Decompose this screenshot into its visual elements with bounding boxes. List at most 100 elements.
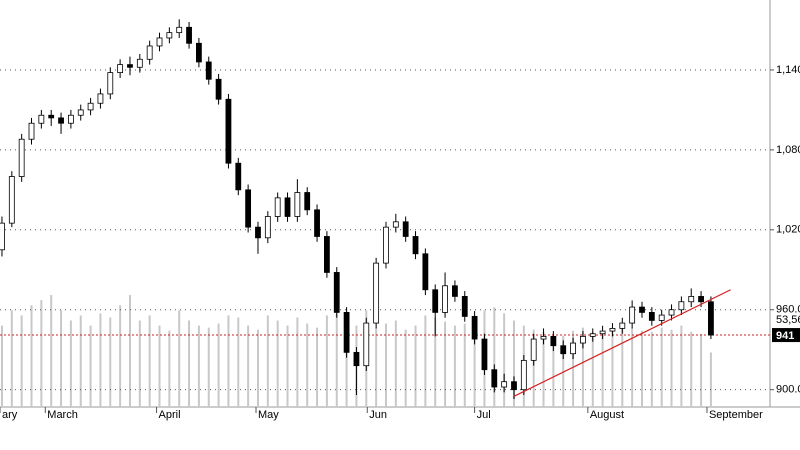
candle-body	[176, 26, 183, 34]
candle-body	[442, 285, 448, 313]
x-tick-label: March	[47, 409, 78, 421]
volume-bar	[256, 329, 259, 407]
volume-bar	[621, 325, 624, 407]
volume-bar	[207, 327, 210, 407]
candle-body	[294, 192, 301, 217]
candle-body	[452, 285, 458, 297]
candle-body	[678, 301, 685, 311]
candle-body	[422, 253, 429, 291]
candle-body	[324, 236, 330, 273]
volume-bar	[650, 331, 653, 407]
candle-body	[28, 122, 35, 140]
volume-bar	[640, 330, 643, 407]
candle-body	[570, 342, 576, 355]
volume-bar	[138, 320, 141, 407]
candle-body	[8, 176, 15, 224]
candle-body	[77, 109, 84, 116]
candle-body	[599, 330, 606, 335]
y-tick-label: 900.0	[776, 384, 800, 396]
candle-body	[402, 221, 409, 237]
volume-bar	[158, 325, 161, 407]
candle-body	[511, 381, 517, 391]
trendline	[513, 289, 731, 397]
candle-body	[304, 192, 311, 211]
candle-body	[698, 296, 704, 303]
volume-bar	[10, 310, 13, 407]
candle-body	[284, 197, 291, 217]
volume-bar	[148, 315, 151, 407]
volume-bar	[168, 330, 171, 407]
volume-bar	[453, 325, 456, 407]
candle-body	[373, 262, 380, 324]
candle-body	[314, 209, 320, 237]
candle-body	[461, 296, 468, 317]
x-tick-label: April	[159, 409, 181, 421]
volume-bar	[296, 317, 299, 407]
x-tick-label: ary	[2, 409, 18, 421]
candle-body	[255, 226, 261, 239]
last-price-label: 941	[776, 330, 794, 342]
volume-bar	[552, 333, 555, 407]
y-tick-label: 1,020	[776, 224, 800, 236]
candle-body	[560, 345, 567, 355]
candle-body	[353, 351, 360, 367]
volume-bar	[404, 329, 407, 407]
candle-body	[18, 138, 25, 177]
candle-body	[589, 333, 596, 337]
candle-body	[383, 226, 389, 264]
candle-body	[166, 32, 173, 39]
candle-body	[363, 322, 370, 367]
candle-body	[520, 359, 527, 391]
x-tick-label: September	[709, 409, 763, 421]
volume-bar	[611, 329, 614, 407]
volume-bar	[69, 320, 72, 407]
candle-body	[215, 78, 222, 100]
volume-bar	[434, 317, 437, 407]
volume-bar	[99, 313, 102, 407]
volume-bar	[493, 307, 496, 407]
x-tick-label: August	[590, 409, 624, 421]
volume-bar	[444, 321, 447, 407]
y-tick-label: 960.0	[776, 304, 800, 316]
candle-body	[333, 272, 340, 313]
volume-bar	[335, 313, 338, 407]
volume-bar	[562, 335, 565, 407]
volume-bar	[276, 320, 279, 407]
volume-bar	[394, 320, 397, 407]
candle-body	[156, 37, 163, 47]
volume-bar	[227, 315, 230, 407]
candle-body	[107, 72, 114, 95]
candle-body	[186, 26, 192, 44]
volume-bar	[0, 325, 3, 407]
candle-body	[235, 162, 242, 191]
candle-body	[668, 309, 675, 316]
volume-bar	[709, 352, 712, 407]
volume-bar	[503, 313, 506, 407]
candle-body	[708, 301, 714, 336]
volume-bar	[532, 329, 535, 407]
volume-bar	[375, 327, 378, 407]
candle-body	[432, 289, 439, 313]
candle-body	[540, 335, 547, 340]
candle-body	[471, 316, 478, 340]
candle-body	[530, 338, 537, 361]
candle-body	[264, 216, 271, 239]
volume-bar	[316, 327, 319, 407]
candle-body	[0, 222, 5, 251]
volume-bar	[60, 310, 63, 407]
volume-bar	[79, 315, 82, 407]
volume-bar	[591, 331, 594, 407]
volume-bar	[217, 323, 220, 407]
x-tick-label: May	[258, 409, 279, 421]
candle-body	[87, 102, 94, 111]
candle-body	[491, 369, 498, 388]
candle-body	[580, 335, 586, 344]
x-tick-label: Jul	[477, 409, 491, 421]
volume-bar	[680, 325, 683, 407]
volume-bar	[178, 310, 181, 407]
volume-bar	[237, 317, 240, 407]
candle-body	[67, 114, 74, 124]
volume-bar	[660, 327, 663, 407]
volume-bar	[128, 295, 131, 407]
